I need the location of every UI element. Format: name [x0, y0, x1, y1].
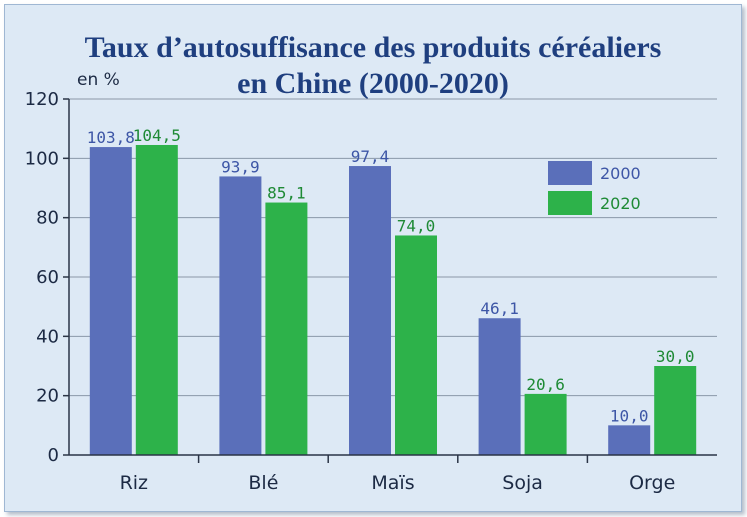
chart-title-line-1: Taux d’autosuffisance des produits céréa… — [85, 31, 662, 64]
y-tick-label-40: 40 — [36, 326, 59, 347]
chart-title-line-2: en Chine (2000-2020) — [237, 67, 509, 100]
data-label-maïs-2020: 74,0 — [397, 216, 436, 235]
bar-orge-2020 — [654, 366, 697, 455]
data-label-orge-2000: 10,0 — [610, 406, 649, 425]
legend-swatch-2020 — [548, 191, 592, 215]
data-label-soja-2020: 20,6 — [526, 375, 565, 394]
legend: 2000 2020 — [548, 161, 641, 215]
x-tick-label-blé: Blé — [248, 472, 278, 494]
bar-soja-2020 — [524, 393, 567, 455]
bar-riz-2020 — [135, 144, 178, 455]
data-label-blé-2000: 93,9 — [221, 157, 260, 176]
y-tick-label-0: 0 — [48, 445, 59, 466]
chart-frame: Taux d’autosuffisance des produits céréa… — [4, 4, 742, 512]
bar-orge-2000 — [608, 425, 651, 455]
data-label-maïs-2000: 97,4 — [351, 147, 390, 166]
data-label-soja-2000: 46,1 — [480, 299, 519, 318]
y-tick-label-20: 20 — [36, 386, 59, 407]
x-tick-label-riz: Riz — [120, 472, 148, 494]
axes: 0 20 40 60 80 100 120 Riz Blé Maïs Soja Orge — [25, 89, 717, 494]
bar-blé-2000 — [219, 176, 262, 455]
x-tick-label-soja: Soja — [502, 472, 543, 494]
legend-label-2020: 2020 — [600, 194, 641, 213]
data-label-blé-2020: 85,1 — [267, 184, 306, 203]
chart-canvas: Taux d’autosuffisance des produits céréa… — [25, 31, 717, 494]
data-label-riz-2020: 104,5 — [133, 126, 181, 145]
data-label-orge-2020: 30,0 — [656, 347, 695, 366]
data-label-riz-2000: 103,8 — [87, 128, 135, 147]
legend-swatch-2000 — [548, 161, 592, 185]
legend-label-2000: 2000 — [600, 164, 641, 183]
y-tick-label-80: 80 — [36, 208, 59, 229]
y-tick-label-60: 60 — [36, 267, 59, 288]
bar-maïs-2020 — [395, 235, 437, 455]
bar-blé-2020 — [265, 202, 308, 455]
y-tick-label-100: 100 — [25, 148, 59, 169]
y-axis-unit-label: en % — [77, 70, 120, 90]
x-tick-label-maïs: Maïs — [371, 472, 414, 494]
bar-soja-2000 — [478, 318, 521, 455]
bar-maïs-2000 — [349, 166, 391, 455]
y-tick-label-120: 120 — [25, 89, 59, 110]
bars — [89, 144, 697, 455]
x-tick-label-orge: Orge — [629, 472, 675, 494]
bar-riz-2000 — [89, 147, 132, 455]
